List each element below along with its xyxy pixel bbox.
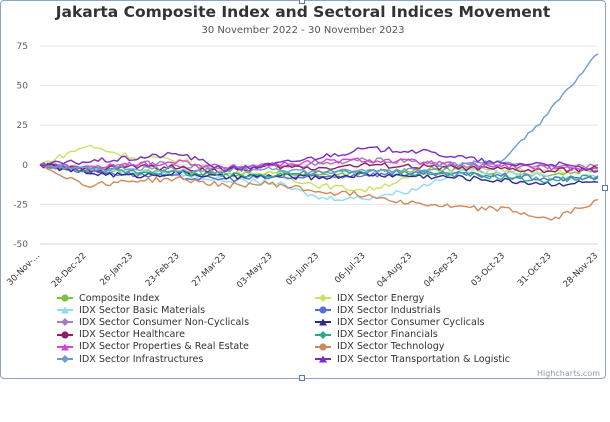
series-line[interactable] [39,157,599,172]
series-line[interactable] [39,163,599,183]
series-line[interactable] [39,144,598,193]
chart-credit[interactable]: Highcharts.com [537,369,600,378]
legend-label: IDX Sector Industrials [337,304,441,316]
legend-label: IDX Sector Infrastructures [79,353,204,365]
legend-item[interactable]: IDX Sector Financials [314,329,438,341]
legend-item[interactable]: IDX Sector Technology [314,341,444,353]
legend-symbol-icon [57,294,73,302]
legend-label: IDX Sector Financials [337,329,438,341]
legend-label: IDX Sector Properties & Real Estate [79,341,249,353]
legend-item[interactable]: IDX Sector Consumer Non-Cyclicals [56,316,249,328]
legend-symbol-icon [57,355,73,363]
legend-item[interactable]: IDX Sector Industrials [314,304,441,316]
legend-symbol-icon [57,306,73,314]
x-tick-label: 28-Dec-22 [50,251,89,290]
legend-label: IDX Sector Consumer Cyclicals [337,316,485,328]
legend-label: IDX Sector Healthcare [79,329,186,341]
x-tick-label: 23-Feb-23 [144,251,182,289]
legend-symbol-icon [315,343,331,351]
legend-symbol-icon [315,294,331,302]
legend-item[interactable]: IDX Sector Healthcare [56,329,185,341]
legend-symbol-icon [57,318,73,327]
legend-item[interactable]: IDX Sector Properties & Real Estate [56,341,249,353]
legend-item[interactable]: IDX Sector Transportation & Logistic [314,353,510,365]
legend-item[interactable]: IDX Sector Infrastructures [56,353,203,365]
x-tick-label: 27-Mar-23 [190,251,228,289]
y-tick-label: 25 [17,121,28,131]
legend-label: IDX Sector Transportation & Logistic [337,353,511,365]
legend-label: IDX Sector Energy [337,292,425,304]
legend-symbol-icon [57,330,73,339]
x-tick-label: 05-Jun-23 [284,251,321,288]
legend-symbol-icon [57,343,73,351]
resize-handle-top[interactable] [299,0,305,4]
series-line[interactable] [39,53,599,175]
legend-label: IDX Sector Consumer Non-Cyclicals [79,316,250,328]
x-tick-label: 03-May-23 [235,251,274,290]
resize-handle-bottom[interactable] [299,375,305,381]
x-tick-label: 30-Nov-... [5,251,42,288]
x-tick-label: 03-Oct-23 [470,251,508,289]
legend-symbol-icon [315,355,331,363]
series-line[interactable] [39,164,599,221]
x-tick-label: 06-Jul-23 [333,251,368,286]
y-tick-label: -25 [13,200,28,210]
legend-item[interactable]: IDX Sector Energy [314,292,424,304]
x-tick-label: 04-Aug-23 [375,251,414,290]
legend-label: IDX Sector Technology [337,341,445,353]
series-line[interactable] [39,146,599,174]
x-tick-label: 04-Sep-23 [422,251,460,289]
legend-item[interactable]: IDX Sector Consumer Cyclicals [314,316,485,328]
x-tick-label: 26-Jan-23 [98,251,135,288]
legend-symbol-icon [315,330,331,339]
y-tick-label: 0 [22,161,28,171]
resize-handle-right[interactable] [602,185,608,191]
legend-label: Composite Index [79,292,160,304]
y-tick-label: -50 [13,240,28,250]
x-tick-label: 31-Oct-23 [516,251,554,289]
y-tick-label: 50 [17,82,29,92]
series-line[interactable] [39,162,599,187]
legend-symbol-icon [315,306,331,314]
legend-symbol-icon [315,318,331,326]
y-tick-label: 75 [17,42,28,52]
chart-subtitle: 30 November 2022 - 30 November 2023 [201,25,405,36]
legend-label: IDX Sector Basic Materials [79,304,206,316]
chart-title: Jakarta Composite Index and Sectoral Ind… [55,3,551,21]
x-tick-label: 28-Nov-23 [561,251,600,290]
legend-item[interactable]: Composite Index [56,292,160,304]
legend-item[interactable]: IDX Sector Basic Materials [56,304,205,316]
